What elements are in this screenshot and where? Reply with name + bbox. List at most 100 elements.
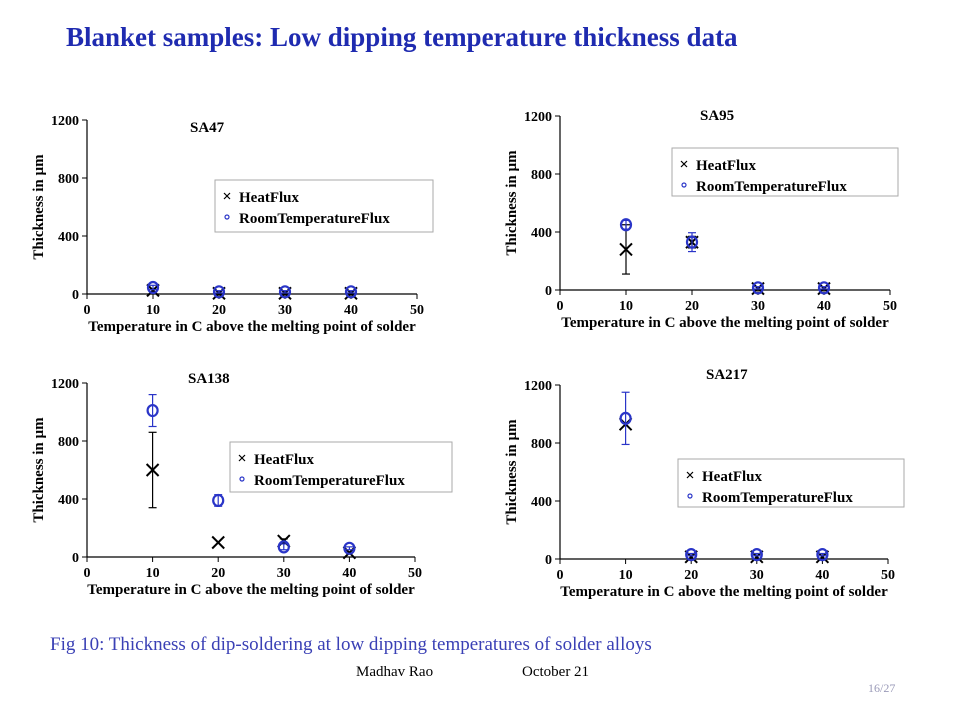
data-point-heat-flux bbox=[145, 463, 160, 477]
cross-stroke bbox=[619, 242, 633, 257]
data-point-room-temperature-flux bbox=[277, 540, 290, 554]
chart-panel-sa217: 0 400 800 1200 0 10 20 30 40 50 SA217 Temperature i… bbox=[490, 363, 945, 600]
legend-box bbox=[229, 441, 453, 493]
x-tick-label: 0 bbox=[84, 303, 91, 318]
x-tick-label: 20 bbox=[211, 566, 225, 581]
cross-stroke bbox=[680, 160, 688, 168]
legend: HeatFlux RoomTemperatureFlux bbox=[671, 147, 899, 197]
data-point-room-temperature-flux bbox=[685, 235, 699, 249]
data-point-room-temperature-flux bbox=[619, 411, 632, 425]
legend-label: RoomTemperatureFlux bbox=[254, 473, 405, 489]
data-point-room-temperature-flux bbox=[816, 548, 829, 562]
data-point-heat-flux bbox=[619, 242, 633, 257]
y-tick-label: 400 bbox=[58, 493, 79, 508]
x-tick-label: 10 bbox=[619, 568, 633, 583]
x-tick-label: 40 bbox=[344, 303, 358, 318]
x-tick-label: 50 bbox=[410, 303, 424, 318]
chart-title: SA138 bbox=[188, 371, 230, 387]
data-point-room-temperature-flux bbox=[278, 285, 292, 299]
y-axis-label: Thickness in µm bbox=[31, 154, 47, 260]
x-tick-label: 10 bbox=[146, 566, 160, 581]
legend-marker-room-temperature-flux bbox=[681, 182, 687, 188]
legend-label: HeatFlux bbox=[702, 469, 762, 485]
legend-label: HeatFlux bbox=[696, 158, 756, 174]
y-tick-label: 1200 bbox=[524, 379, 552, 394]
x-tick-label: 30 bbox=[278, 303, 292, 318]
chart-sa138: 0 400 800 1200 0 10 20 30 40 50 SA138 Temperature i… bbox=[31, 371, 453, 597]
x-tick-label: 0 bbox=[84, 566, 91, 581]
legend-label: RoomTemperatureFlux bbox=[239, 211, 390, 227]
x-tick-label: 50 bbox=[883, 299, 897, 314]
data-point-room-temperature-flux bbox=[750, 548, 763, 562]
legend-box bbox=[671, 147, 899, 197]
cross-stroke bbox=[238, 454, 246, 462]
cross-stroke bbox=[223, 192, 231, 200]
legend-marker-heat-flux bbox=[680, 160, 688, 168]
x-tick-label: 20 bbox=[684, 568, 698, 583]
y-tick-label: 1200 bbox=[51, 377, 79, 392]
chart-panel-sa95: 0 400 800 1200 0 10 20 30 40 50 SA95 Temperature in… bbox=[490, 98, 945, 338]
x-axis-label: Temperature in C above the melting point… bbox=[87, 582, 415, 597]
page-title: Blanket samples: Low dipping temperature… bbox=[66, 22, 738, 52]
chart-panel-sa47: 0 400 800 1200 0 10 20 30 40 50 SA47 Temperature in… bbox=[20, 100, 470, 340]
cross-stroke bbox=[211, 535, 225, 550]
y-tick-label: 0 bbox=[72, 551, 79, 566]
data-point-room-temperature-flux bbox=[685, 548, 698, 562]
y-tick-label: 1200 bbox=[524, 110, 552, 125]
y-axis-label: Thickness in µm bbox=[31, 417, 47, 523]
y-axis-label: Thickness in µm bbox=[504, 150, 520, 256]
chart-sa95: 0 400 800 1200 0 10 20 30 40 50 SA95 Temperature in… bbox=[504, 108, 899, 331]
page-number: 16/27 bbox=[868, 681, 896, 695]
y-tick-label: 0 bbox=[545, 284, 552, 299]
data-point-room-temperature-flux bbox=[817, 281, 831, 295]
chart-sa47: 0 400 800 1200 0 10 20 30 40 50 SA47 Temperature in… bbox=[31, 114, 434, 335]
chart-panel-sa138: 0 400 800 1200 0 10 20 30 40 50 SA138 Temperature i… bbox=[12, 365, 470, 597]
data-point-room-temperature-flux bbox=[344, 285, 358, 299]
footer-author: Madhav Rao bbox=[356, 664, 434, 680]
legend-marker-room-temperature-flux bbox=[687, 493, 693, 499]
legend-marker-room-temperature-flux bbox=[239, 476, 245, 482]
data-point-room-temperature-flux bbox=[751, 281, 765, 295]
y-axis-label: Thickness in µm bbox=[504, 419, 520, 525]
x-tick-label: 40 bbox=[815, 568, 829, 583]
x-axis-label: Temperature in C above the melting point… bbox=[561, 315, 889, 331]
y-tick-label: 800 bbox=[58, 435, 79, 450]
legend: HeatFlux RoomTemperatureFlux bbox=[214, 179, 434, 233]
x-tick-label: 40 bbox=[817, 299, 831, 314]
y-tick-label: 800 bbox=[531, 437, 552, 452]
legend-label: HeatFlux bbox=[239, 190, 299, 206]
x-tick-label: 30 bbox=[751, 299, 765, 314]
chart-title: SA95 bbox=[700, 108, 734, 124]
x-tick-label: 40 bbox=[342, 566, 356, 581]
figure-caption: Fig 10: Thickness of dip-soldering at lo… bbox=[50, 634, 652, 655]
x-tick-label: 30 bbox=[277, 566, 291, 581]
x-tick-label: 20 bbox=[212, 303, 226, 318]
legend-marker-heat-flux bbox=[238, 454, 246, 462]
y-tick-label: 400 bbox=[531, 495, 552, 510]
x-tick-label: 30 bbox=[750, 568, 764, 583]
legend-marker-room-temperature-flux bbox=[224, 214, 230, 220]
x-tick-label: 50 bbox=[408, 566, 422, 581]
x-tick-label: 10 bbox=[619, 299, 633, 314]
x-tick-label: 0 bbox=[557, 568, 564, 583]
x-axis-label: Temperature in C above the melting point… bbox=[88, 319, 416, 335]
y-tick-label: 0 bbox=[545, 553, 552, 568]
data-point-room-temperature-flux bbox=[343, 541, 356, 555]
y-tick-label: 400 bbox=[531, 226, 552, 241]
y-tick-label: 0 bbox=[72, 288, 79, 303]
data-point-room-temperature-flux bbox=[212, 285, 226, 299]
legend-marker-heat-flux bbox=[686, 471, 694, 479]
data-point-room-temperature-flux bbox=[146, 280, 160, 295]
data-point-heat-flux bbox=[211, 535, 225, 550]
legend-box bbox=[677, 458, 905, 508]
x-tick-label: 50 bbox=[881, 568, 895, 583]
x-tick-label: 0 bbox=[557, 299, 564, 314]
data-point-room-temperature-flux bbox=[212, 493, 225, 508]
chart-title: SA47 bbox=[190, 120, 225, 136]
y-tick-label: 800 bbox=[58, 172, 79, 187]
legend-marker-heat-flux bbox=[223, 192, 231, 200]
legend-label: RoomTemperatureFlux bbox=[696, 179, 847, 195]
chart-title: SA217 bbox=[706, 367, 748, 383]
x-axis-label: Temperature in C above the melting point… bbox=[560, 584, 888, 600]
data-point-room-temperature-flux bbox=[619, 218, 633, 232]
